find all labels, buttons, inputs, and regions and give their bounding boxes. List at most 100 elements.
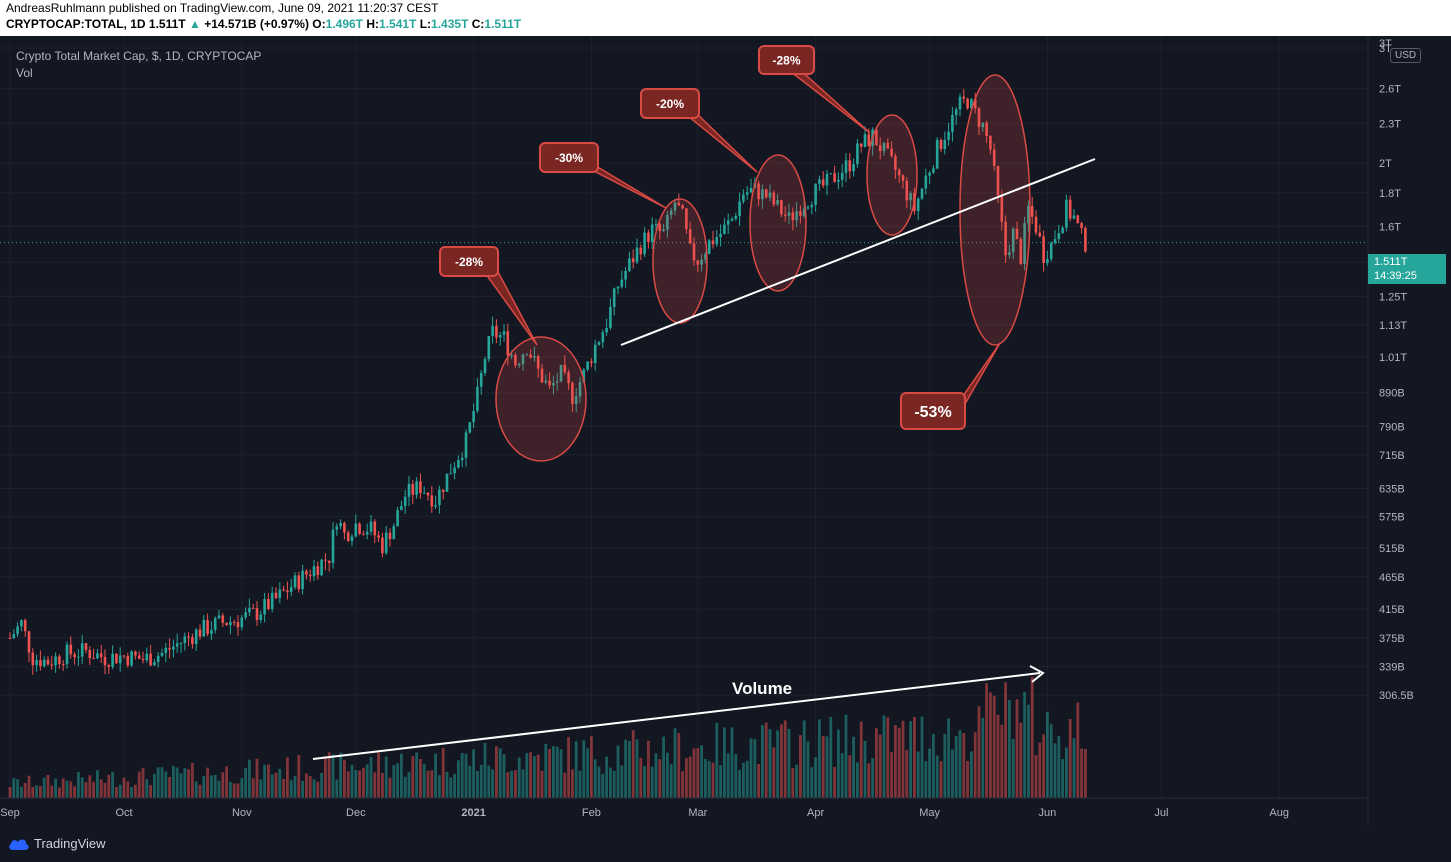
- volume-bar: [764, 722, 768, 798]
- volume-bar: [77, 771, 80, 798]
- candle-body: [1068, 199, 1072, 219]
- candle-body: [259, 614, 263, 620]
- volume-bar: [593, 759, 597, 798]
- candle-body: [669, 210, 673, 215]
- chart-legend-title[interactable]: Crypto Total Market Cap, $, 1D, CRYPTOCA…: [16, 49, 262, 63]
- candle-body: [282, 589, 285, 591]
- volume-bar: [479, 764, 483, 798]
- candle-body: [73, 654, 76, 658]
- candle-body: [479, 372, 483, 387]
- volume-bar: [700, 745, 703, 798]
- price-tick-label: 1.25T: [1379, 291, 1407, 303]
- volume-bar: [400, 753, 403, 798]
- candle-body: [764, 189, 768, 198]
- volume-bar: [137, 771, 141, 798]
- candle-body: [206, 620, 209, 634]
- candle-body: [643, 232, 646, 255]
- volume-bar: [707, 760, 711, 798]
- close-label: C:: [471, 17, 485, 31]
- volume-bar: [821, 736, 825, 798]
- candle-body: [802, 208, 806, 216]
- volume-bar: [92, 781, 95, 798]
- candle-body: [331, 529, 335, 564]
- currency-badge[interactable]: USD: [1390, 48, 1422, 63]
- candle-body: [780, 200, 783, 215]
- callout-label: -20%: [656, 97, 684, 111]
- volume-bar: [240, 778, 244, 798]
- volume-bar: [206, 767, 209, 798]
- volume-bar: [951, 749, 954, 798]
- tradingview-logo[interactable]: TradingView: [8, 836, 106, 851]
- volume-bar: [168, 777, 171, 798]
- volume-bar: [787, 728, 791, 798]
- volume-bar: [601, 773, 605, 798]
- candle-body: [69, 644, 73, 655]
- candle-body: [293, 575, 297, 588]
- volume-bar: [1065, 747, 1068, 798]
- volume-bar: [628, 740, 631, 798]
- volume-bar: [935, 755, 939, 798]
- candle-body: [1038, 232, 1042, 237]
- candle-body: [263, 598, 266, 615]
- volume-bar: [498, 748, 502, 798]
- volume-bar: [430, 770, 434, 798]
- open-value: 1.496T: [325, 17, 363, 31]
- close-value: 1.511T: [484, 17, 522, 31]
- volume-bar: [711, 762, 715, 798]
- candle-body: [183, 636, 187, 643]
- candle-body: [411, 483, 415, 495]
- volume-bar: [1000, 724, 1004, 798]
- candle-body: [757, 183, 760, 200]
- candle-body: [476, 386, 479, 411]
- volume-bar: [31, 786, 35, 798]
- volume-bar: [407, 771, 411, 798]
- volume-bar: [464, 753, 468, 798]
- candle-body: [962, 96, 966, 99]
- candle-body: [772, 192, 776, 205]
- candle-body: [99, 653, 103, 658]
- volume-bar: [806, 741, 810, 798]
- volume-bar: [491, 769, 494, 798]
- volume-legend[interactable]: Vol: [16, 66, 33, 80]
- volume-bar: [126, 781, 130, 798]
- candle-body: [396, 510, 399, 527]
- volume-bar: [289, 780, 293, 798]
- volume-bar: [973, 732, 977, 798]
- volume-bar: [312, 779, 316, 798]
- candle-body: [571, 383, 574, 405]
- volume-bar: [529, 752, 532, 798]
- volume-bar: [1011, 738, 1015, 798]
- volume-bar: [381, 772, 384, 798]
- highlight-ellipse: [749, 154, 807, 292]
- candle-body: [172, 646, 175, 650]
- volume-bar: [286, 757, 289, 798]
- price-tick-label: 575B: [1379, 512, 1405, 524]
- candle-body: [517, 364, 521, 366]
- volume-bar: [434, 753, 437, 798]
- candle-body: [1000, 195, 1004, 222]
- volume-bar: [141, 767, 145, 798]
- candle-body: [377, 535, 380, 538]
- volume-bar: [445, 771, 449, 798]
- high-value: 1.541T: [379, 17, 417, 31]
- volume-bar: [308, 775, 312, 798]
- candle-body: [1076, 215, 1080, 224]
- volume-bar: [548, 748, 551, 798]
- candle-body: [54, 656, 57, 666]
- volume-bar: [1030, 676, 1034, 798]
- candle-body: [688, 229, 692, 244]
- candle-body: [783, 214, 787, 216]
- candle-body: [707, 240, 711, 254]
- current-price-tag: 1.511T 14:39:25: [1368, 254, 1446, 284]
- volume-bar: [977, 706, 981, 798]
- candle-body: [498, 334, 502, 338]
- candle-body: [1015, 228, 1019, 240]
- volume-bar: [909, 721, 912, 798]
- volume-bar: [954, 736, 958, 798]
- volume-bar: [848, 755, 852, 798]
- price-chart[interactable]: -28% -30% -20% -28% -53% Volume 3T 2.6T 2.3T 2T 1…: [0, 36, 1451, 826]
- candle-body: [590, 361, 593, 363]
- volume-bar: [156, 767, 160, 798]
- volume-bar: [639, 757, 643, 798]
- volume-bar: [517, 757, 521, 798]
